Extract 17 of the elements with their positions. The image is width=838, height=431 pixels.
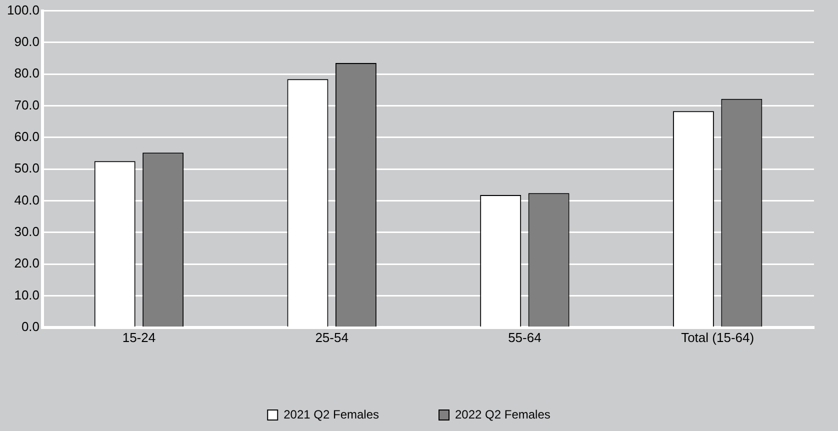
y-tick-label: 10.0	[14, 287, 40, 302]
x-tick-label: 25-54	[315, 330, 348, 345]
y-tick-label: 50.0	[14, 160, 40, 176]
y-tick-label: 60.0	[14, 129, 40, 144]
x-tick-label: 15-24	[122, 330, 156, 345]
y-tick-label: 40.0	[14, 192, 40, 208]
x-tick-label: 55-64	[508, 330, 542, 345]
legend-label: 2022 Q2 Females	[455, 407, 550, 422]
y-tick-label: 30.0	[14, 224, 40, 239]
y-tick-label: 70.0	[14, 97, 40, 112]
y-tick-label: 20.0	[14, 256, 40, 271]
y-tick-label: 80.0	[14, 66, 40, 81]
y-tick-label: 0.0	[21, 318, 40, 334]
y-tick-label: 90.0	[14, 34, 40, 50]
y-tick-label: 100.0	[6, 2, 40, 18]
x-tick-label: Total (15-64)	[681, 330, 754, 345]
legend-label: 2021 Q2 Females	[284, 407, 380, 422]
